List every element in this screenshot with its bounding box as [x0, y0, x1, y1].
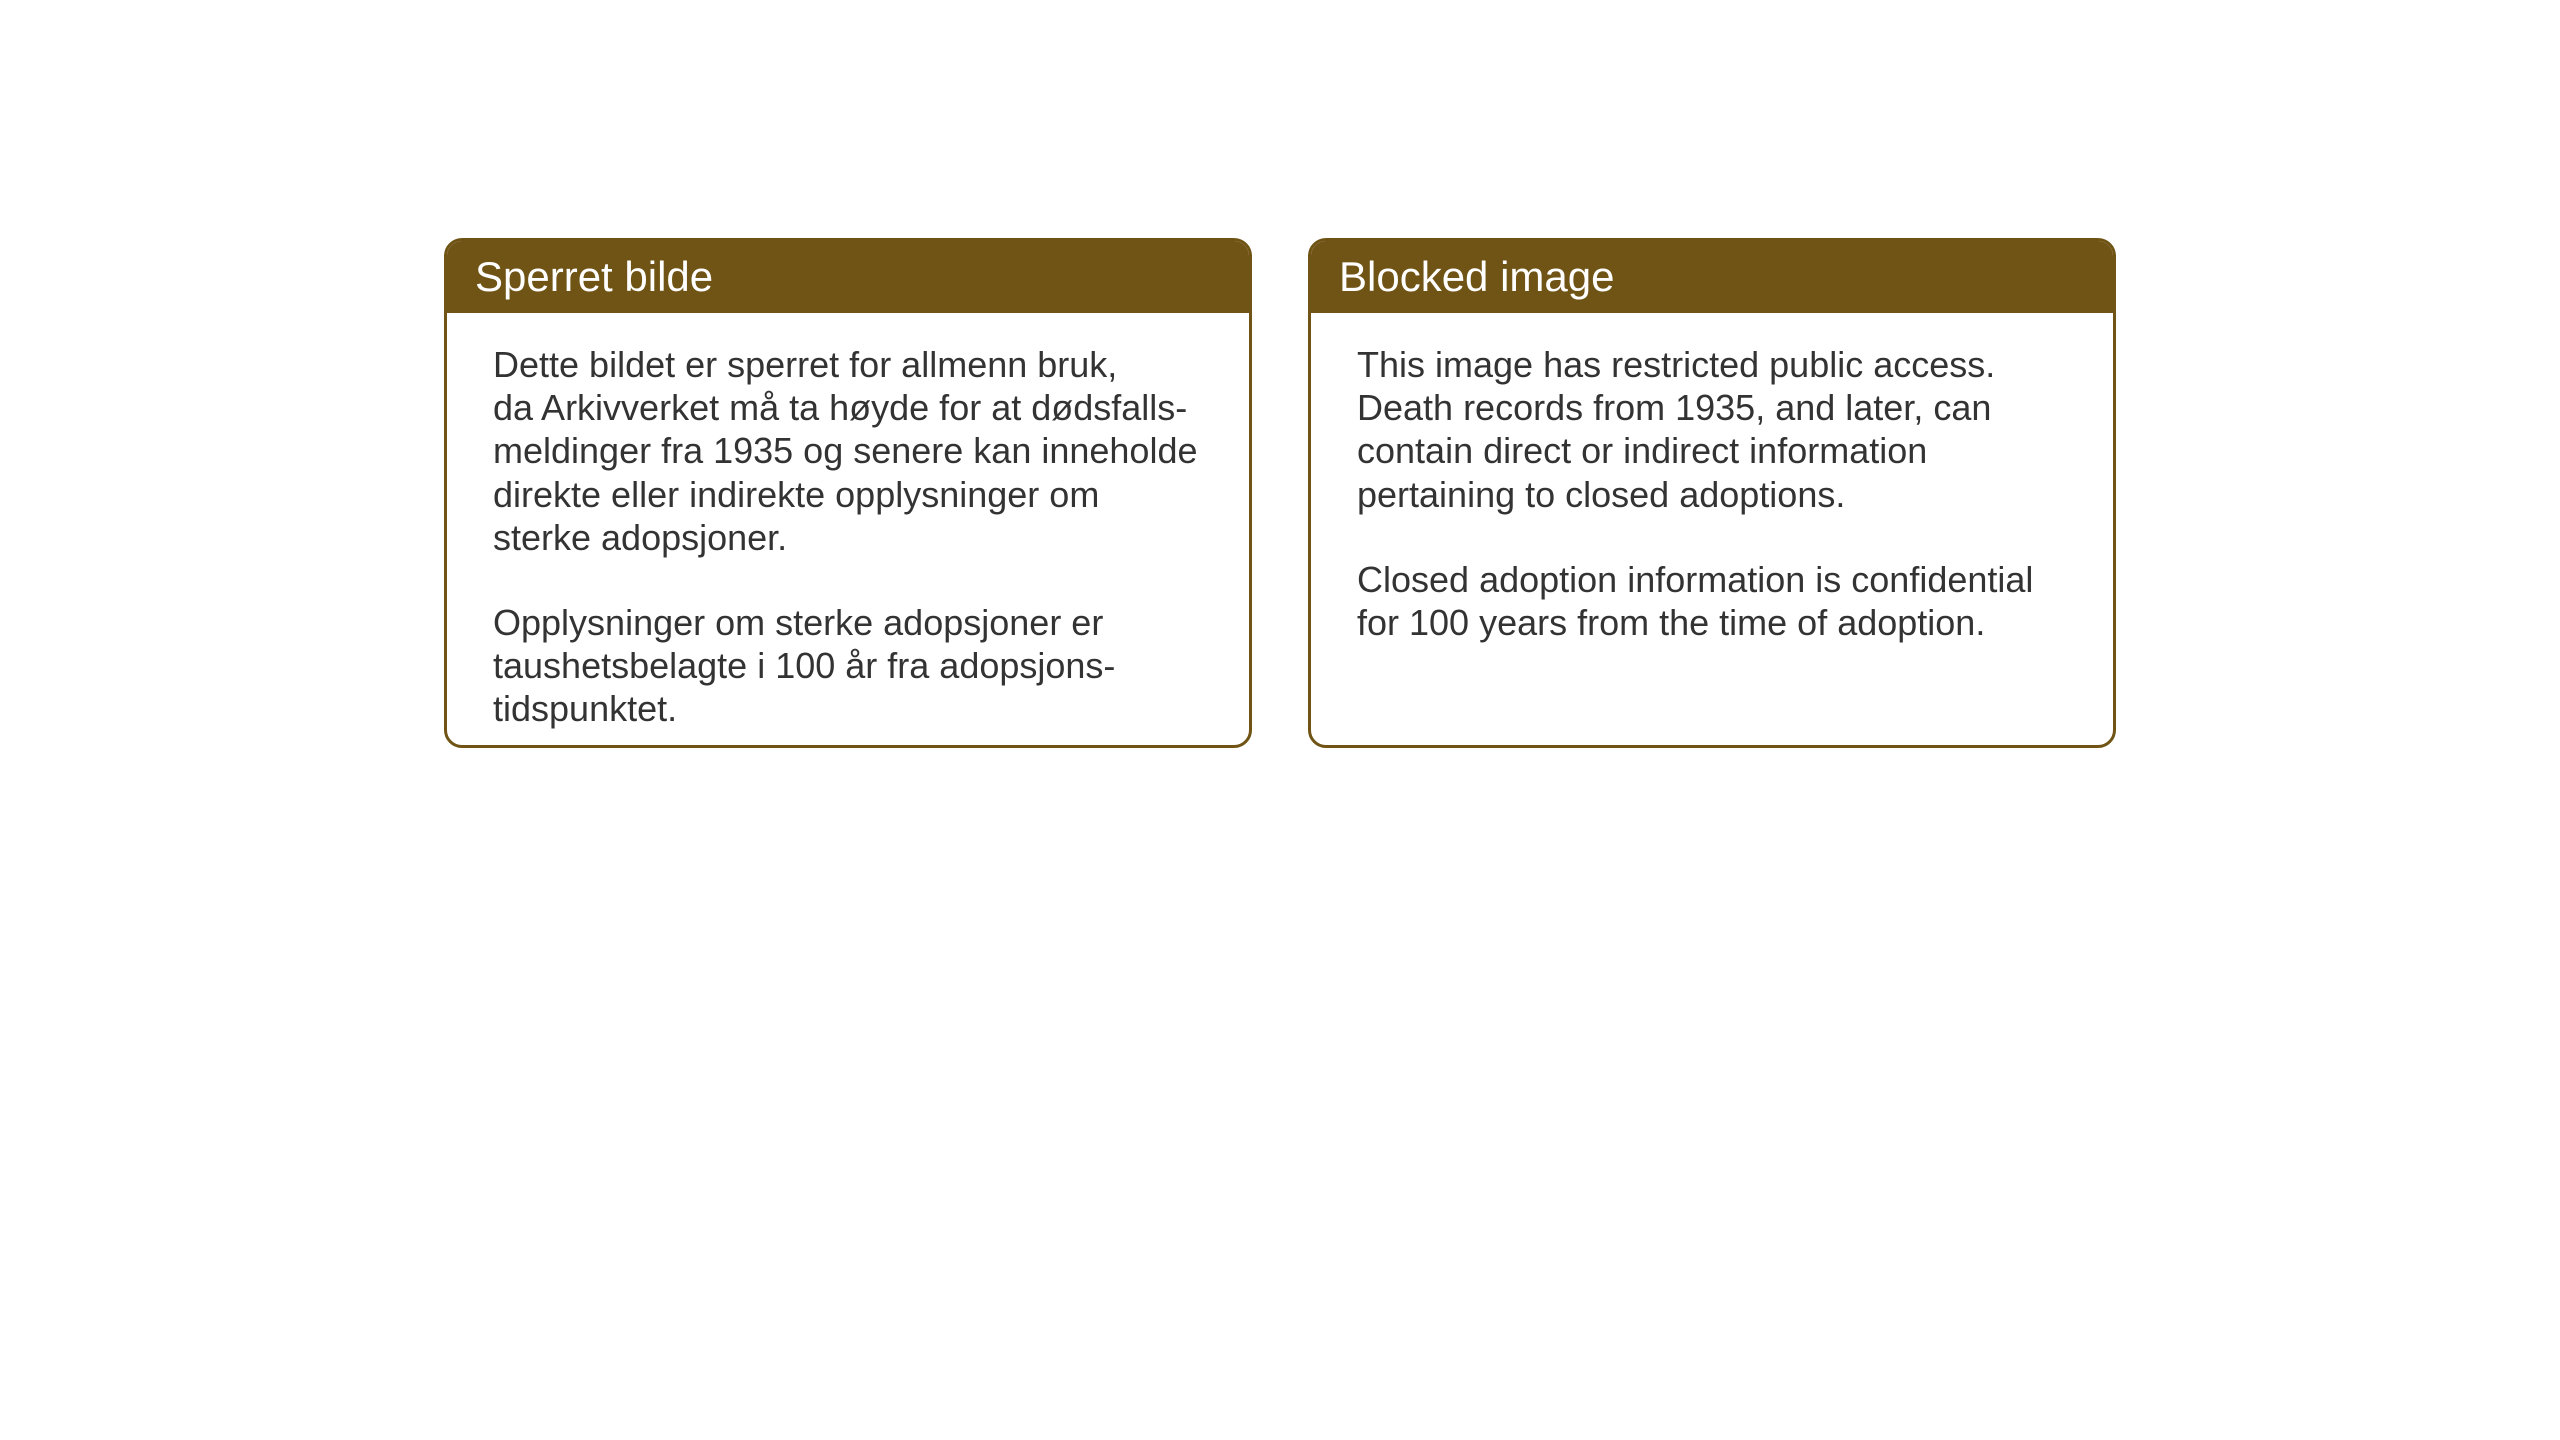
card-paragraph1-norwegian: Dette bildet er sperret for allmenn bruk… — [493, 343, 1203, 559]
card-english: Blocked image This image has restricted … — [1308, 238, 2116, 748]
card-body-norwegian: Dette bildet er sperret for allmenn bruk… — [447, 313, 1249, 748]
cards-container: Sperret bilde Dette bildet er sperret fo… — [444, 238, 2116, 748]
card-title-english: Blocked image — [1339, 253, 1614, 300]
card-norwegian: Sperret bilde Dette bildet er sperret fo… — [444, 238, 1252, 748]
card-header-english: Blocked image — [1311, 241, 2113, 313]
card-paragraph2-english: Closed adoption information is confident… — [1357, 558, 2067, 644]
card-paragraph1-english: This image has restricted public access.… — [1357, 343, 2067, 516]
card-body-english: This image has restricted public access.… — [1311, 313, 2113, 674]
card-paragraph2-norwegian: Opplysninger om sterke adopsjoner er tau… — [493, 601, 1203, 731]
card-title-norwegian: Sperret bilde — [475, 253, 713, 300]
card-header-norwegian: Sperret bilde — [447, 241, 1249, 313]
